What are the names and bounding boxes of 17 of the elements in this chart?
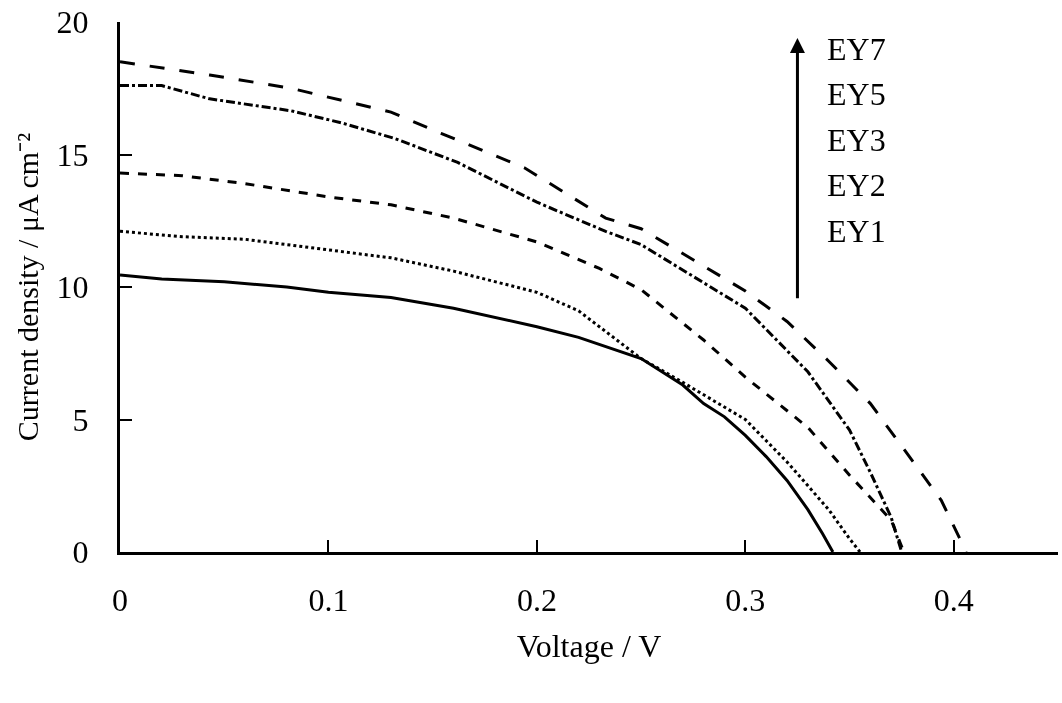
y-tick-label: 20	[56, 4, 89, 41]
x-tick-label: 0	[112, 582, 128, 619]
x-axis-title: Voltage / V	[516, 628, 662, 665]
annotation: EY1	[827, 213, 886, 249]
annotation: EY7	[827, 31, 886, 67]
y-tick-label: 10	[56, 269, 89, 306]
x-tick-label: 0.4	[933, 582, 974, 619]
y-axis-title: Current density / μA cm⁻²	[10, 132, 44, 442]
annotation: EY5	[827, 76, 886, 112]
x-tick-label: 0.1	[308, 582, 349, 619]
x-tick-label: 0.3	[725, 582, 766, 619]
annotation: EY2	[827, 167, 886, 203]
y-tick-label: 5	[72, 401, 89, 438]
y-tick-label: 0	[72, 534, 89, 571]
y-tick-label: 15	[56, 136, 89, 173]
x-tick-label: 0.2	[516, 582, 557, 619]
annotation: EY3	[827, 122, 886, 158]
